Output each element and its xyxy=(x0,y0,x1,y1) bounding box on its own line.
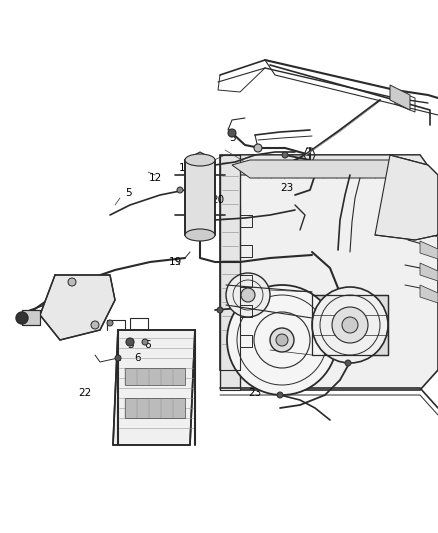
Polygon shape xyxy=(420,175,438,193)
Polygon shape xyxy=(185,160,215,235)
Circle shape xyxy=(345,360,351,366)
Circle shape xyxy=(177,187,183,193)
Text: 5: 5 xyxy=(229,133,235,143)
Circle shape xyxy=(228,129,236,137)
Text: 1: 1 xyxy=(115,353,121,363)
Circle shape xyxy=(227,285,337,395)
Polygon shape xyxy=(420,263,438,281)
Circle shape xyxy=(312,287,388,363)
Circle shape xyxy=(276,334,288,346)
Text: 6: 6 xyxy=(135,353,141,363)
Circle shape xyxy=(277,392,283,398)
Circle shape xyxy=(226,273,270,317)
Circle shape xyxy=(282,152,288,158)
Polygon shape xyxy=(220,155,240,390)
Text: 23: 23 xyxy=(280,183,293,193)
Circle shape xyxy=(115,355,121,361)
Polygon shape xyxy=(420,197,438,215)
Circle shape xyxy=(342,317,358,333)
Circle shape xyxy=(142,339,148,345)
Polygon shape xyxy=(125,368,185,385)
Text: 19: 19 xyxy=(168,257,182,267)
Text: 6: 6 xyxy=(145,340,151,350)
Text: 6: 6 xyxy=(327,313,333,323)
Polygon shape xyxy=(420,285,438,303)
Polygon shape xyxy=(390,85,410,110)
Polygon shape xyxy=(22,310,40,325)
Circle shape xyxy=(68,278,76,286)
Circle shape xyxy=(16,312,28,324)
Text: 5: 5 xyxy=(128,340,134,350)
Text: 6: 6 xyxy=(235,307,241,317)
Text: 13: 13 xyxy=(178,163,192,173)
Text: 23: 23 xyxy=(248,388,261,398)
Polygon shape xyxy=(420,219,438,237)
Circle shape xyxy=(270,328,294,352)
Text: 5: 5 xyxy=(28,318,35,328)
Ellipse shape xyxy=(185,154,215,166)
Text: 5: 5 xyxy=(125,188,131,198)
Polygon shape xyxy=(113,330,195,445)
Circle shape xyxy=(91,321,99,329)
Text: 12: 12 xyxy=(148,173,162,183)
Polygon shape xyxy=(312,295,388,355)
Polygon shape xyxy=(222,155,438,180)
Text: 20: 20 xyxy=(212,195,225,205)
Text: 22: 22 xyxy=(78,388,92,398)
Circle shape xyxy=(332,307,368,343)
Polygon shape xyxy=(185,152,215,160)
Circle shape xyxy=(217,307,223,313)
Polygon shape xyxy=(375,155,438,240)
Polygon shape xyxy=(220,155,438,390)
Circle shape xyxy=(126,338,134,346)
Ellipse shape xyxy=(185,229,215,241)
Circle shape xyxy=(241,288,255,302)
Circle shape xyxy=(254,144,262,152)
Polygon shape xyxy=(420,241,438,259)
Circle shape xyxy=(107,320,113,326)
Polygon shape xyxy=(40,275,115,340)
Polygon shape xyxy=(232,160,428,183)
Polygon shape xyxy=(125,398,185,418)
